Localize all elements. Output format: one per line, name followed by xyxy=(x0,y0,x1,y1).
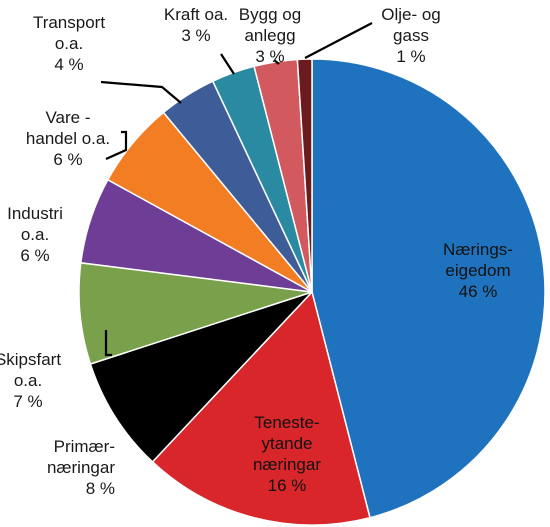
slice-label-4-line-2: 6 % xyxy=(20,246,49,265)
slice-label-9-line-2: 1 % xyxy=(396,47,425,66)
slice-label-7: Kraft oa. 3 % xyxy=(164,5,228,45)
slice-label-0-line-0: Nærings- xyxy=(443,240,513,259)
slice-label-9-line-1: gass xyxy=(393,26,429,45)
slice-label-4: Industri o.a. 6 % xyxy=(7,204,63,265)
slice-labels: Nærings-eigedom 46 % Teneste-ytande næringa… xyxy=(0,5,513,498)
slice-label-9-line-0: Olje- og xyxy=(381,5,441,24)
leader-line-8 xyxy=(273,59,280,65)
slice-label-1-line-0: Teneste- xyxy=(254,413,319,432)
pie-slice-1 xyxy=(151,290,371,526)
pie-slice-3 xyxy=(78,261,313,365)
slice-label-8-line-0: Bygg og xyxy=(239,5,301,24)
pie-slice-0 xyxy=(311,58,546,519)
pie-slices xyxy=(78,58,546,526)
slice-label-8-line-2: 3 % xyxy=(255,47,284,66)
slice-label-7-line-0: Kraft oa. xyxy=(164,5,228,24)
leader-line-7 xyxy=(220,53,235,75)
slice-label-5-line-1: handel o.a. xyxy=(26,129,110,148)
slice-label-3: Skipsfart o.a. 7 % xyxy=(0,350,61,411)
slice-label-2-line-2: 8 % xyxy=(86,479,115,498)
slice-label-9: Olje- og gass 1 % xyxy=(381,5,441,66)
slice-label-1-line-2: næringar xyxy=(253,455,321,474)
slice-label-8-line-1: anlegg xyxy=(244,26,295,45)
leader-lines xyxy=(100,22,373,357)
slice-label-0-line-1: eigedom xyxy=(445,261,510,280)
slice-label-5-line-0: Vare - xyxy=(45,108,90,127)
slice-label-6-line-1: o.a. xyxy=(55,34,83,53)
slice-label-2: Primær-næringar 8 % xyxy=(47,437,115,498)
slice-label-3-line-1: o.a. xyxy=(14,371,42,390)
pie-slice-9 xyxy=(296,58,313,293)
slice-label-6: Transport o.a. 4 % xyxy=(33,13,105,74)
slice-label-8: Bygg og anlegg 3 % xyxy=(239,5,301,66)
leader-line-6 xyxy=(100,80,182,104)
slice-label-6-line-2: 4 % xyxy=(54,55,83,74)
slice-label-5-line-2: 6 % xyxy=(53,150,82,169)
slice-label-3-line-0: Skipsfart xyxy=(0,350,61,369)
leader-line-5 xyxy=(105,130,128,161)
slice-label-0-line-2: 46 % xyxy=(459,282,498,301)
leader-line-9 xyxy=(304,22,373,59)
slice-label-4-line-0: Industri xyxy=(7,204,63,223)
slice-label-2-line-1: næringar xyxy=(47,458,115,477)
pie-slice-2 xyxy=(89,291,313,463)
slice-label-4-line-1: o.a. xyxy=(21,225,49,244)
slice-label-3-line-2: 7 % xyxy=(13,392,42,411)
slice-label-5: Vare - handel o.a. 6 % xyxy=(26,108,110,169)
slice-label-1-line-1: ytande xyxy=(261,434,312,453)
slice-label-1: Teneste-ytande næringar 16 % xyxy=(253,413,321,495)
slice-label-6-line-0: Transport xyxy=(33,13,105,32)
slice-label-7-line-1: 3 % xyxy=(181,26,210,45)
slice-label-2-line-0: Primær- xyxy=(54,437,115,456)
leader-line-2 xyxy=(104,330,112,357)
slice-label-1-line-3: 16 % xyxy=(268,476,307,495)
slice-label-0: Nærings-eigedom 46 % xyxy=(443,240,513,301)
